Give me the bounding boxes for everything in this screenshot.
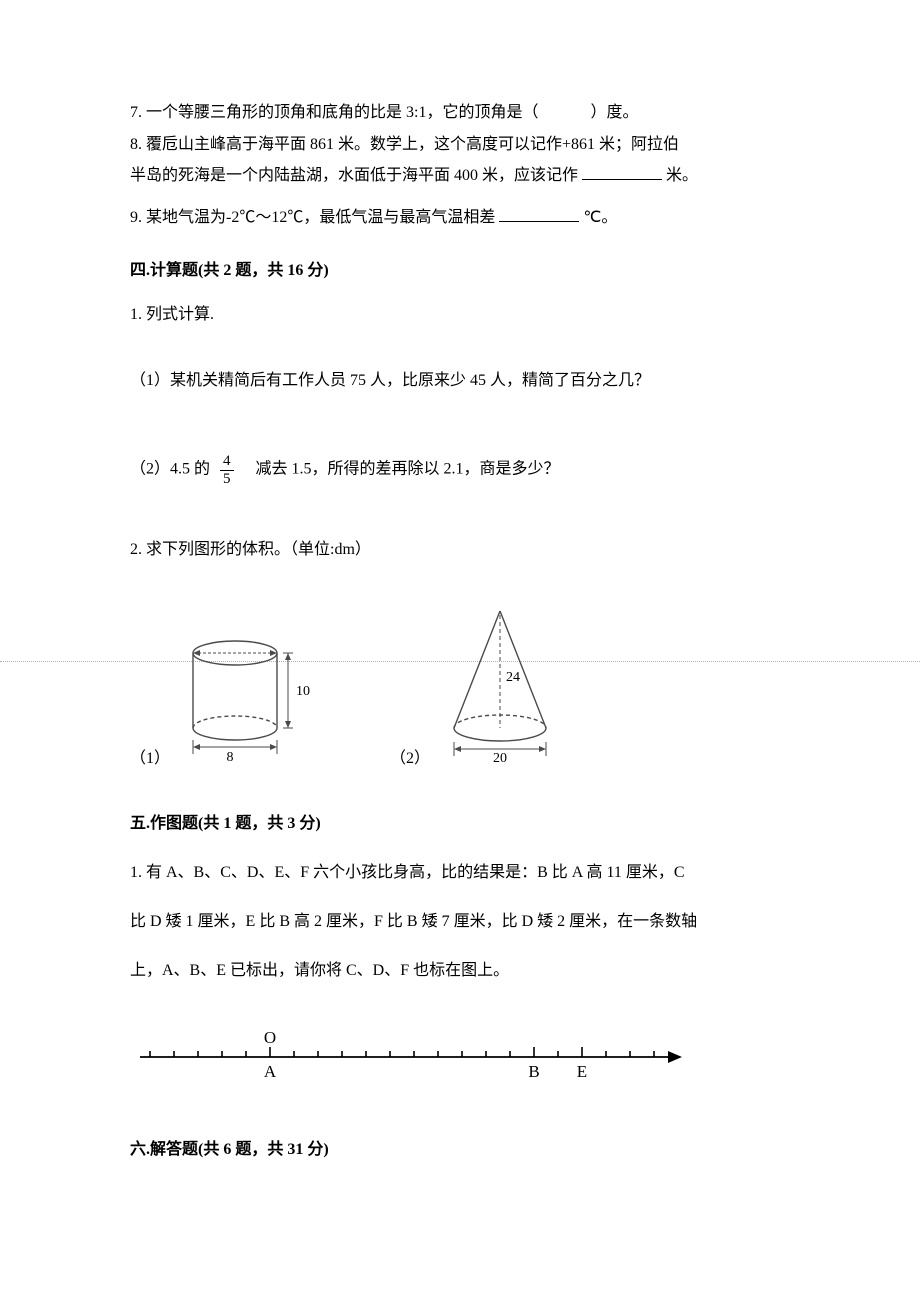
- cylinder-figure: 10 8: [180, 633, 330, 772]
- figure-1-label: （1）: [130, 746, 170, 772]
- svg-text:O: O: [264, 1028, 276, 1047]
- s5-q1: 1. 有 A、B、C、D、E、F 六个小孩比身高，比的结果是：B 比 A 高 1…: [130, 855, 790, 989]
- s4-q2-stem: 2. 求下列图形的体积。（单位:dm）: [130, 537, 790, 563]
- s4-q1-stem: 1. 列式计算.: [130, 302, 790, 328]
- q8-l2-a: 半岛的死海是一个内陆盐湖，水面低于海平面 400 米，应该记作: [130, 167, 578, 184]
- svg-text:A: A: [264, 1062, 277, 1081]
- s5-q1-l1: 1. 有 A、B、C、D、E、F 六个小孩比身高，比的结果是：B 比 A 高 1…: [130, 855, 790, 890]
- s5-q1-l3: 上，A、B、E 已标出，请你将 C、D、F 也标在图上。: [130, 953, 790, 988]
- cyl-diameter-label: 8: [227, 750, 234, 763]
- question-7: 7. 一个等腰三角形的顶角和底角的比是 3:1，它的顶角是（ ）度。: [130, 100, 790, 126]
- q9-b: ℃。: [583, 209, 617, 226]
- section-5-title: 五.作图题(共 1 题，共 3 分): [130, 811, 790, 837]
- cone-diameter-label: 20: [493, 751, 507, 763]
- s4-q1-p2-a: （2）4.5 的: [130, 461, 210, 478]
- cone-figure: 24 20: [440, 603, 570, 772]
- figure-2-cell: （2） 24 20: [390, 603, 570, 772]
- number-line: OA B E: [130, 1019, 790, 1098]
- question-9: 9. 某地气温为-2℃～12℃，最低气温与最高气温相差 ℃。: [130, 205, 790, 231]
- figure-2-label: （2）: [390, 746, 430, 772]
- q9-blank[interactable]: [499, 206, 579, 222]
- figure-1-cell: （1） 10: [130, 633, 330, 772]
- q9-a: 9. 某地气温为-2℃～12℃，最低气温与最高气温相差: [130, 209, 495, 226]
- q7-text-a: 7. 一个等腰三角形的顶角和底角的比是 3:1，它的顶角是（: [130, 104, 538, 121]
- cone-height-label: 24: [506, 670, 520, 685]
- q8-blank[interactable]: [582, 164, 662, 180]
- s4-q1-p2: （2）4.5 的 4 5 减去 1.5，所得的差再除以 2.1，商是多少？: [130, 453, 790, 487]
- svg-text:E: E: [577, 1062, 587, 1081]
- fraction-num: 4: [220, 453, 234, 471]
- figure-row: （1） 10: [130, 603, 790, 772]
- svg-text:B: B: [528, 1062, 539, 1081]
- cyl-height-label: 10: [296, 684, 310, 699]
- q8-l2-b: 米。: [666, 167, 698, 184]
- section-6-title: 六.解答题(共 6 题，共 31 分): [130, 1137, 790, 1163]
- section-4-title: 四.计算题(共 2 题，共 16 分): [130, 258, 790, 284]
- s5-q1-l2: 比 D 矮 1 厘米，E 比 B 高 2 厘米，F 比 B 矮 7 厘米，比 D…: [130, 904, 790, 939]
- q7-blank[interactable]: [542, 101, 586, 117]
- s4-q1-p2-b: 减去 1.5，所得的差再除以 2.1，商是多少？: [256, 461, 560, 478]
- fraction-den: 5: [220, 471, 234, 488]
- fraction-4-5: 4 5: [220, 453, 234, 487]
- s4-q1-p1: （1）某机关精简后有工作人员 75 人，比原来少 45 人，精简了百分之几？: [130, 368, 790, 394]
- question-8-line1: 8. 覆卮山主峰高于海平面 861 米。数学上，这个高度可以记作+861 米；阿…: [130, 132, 790, 158]
- q7-text-b: ）度。: [590, 104, 638, 121]
- question-8-line2: 半岛的死海是一个内陆盐湖，水面低于海平面 400 米，应该记作 米。: [130, 163, 790, 189]
